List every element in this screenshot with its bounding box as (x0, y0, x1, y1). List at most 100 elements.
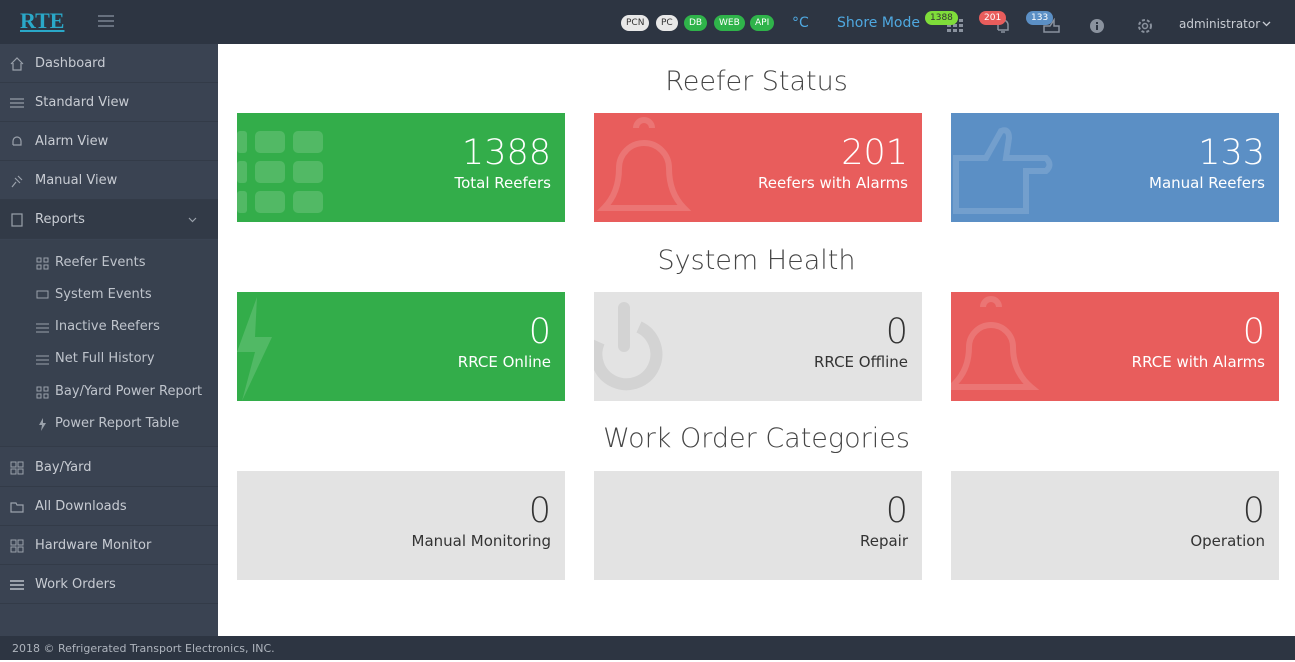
submenu-item[interactable]: System Events (0, 279, 218, 311)
nav-item[interactable]: Work Orders (0, 565, 218, 604)
card-label: Total Reefers (454, 174, 552, 192)
top-bar: RTE PCN PC DB WEB API °C Shore Mode 1388… (0, 0, 1295, 44)
nav-item[interactable]: Alarm View (0, 122, 218, 161)
nav-icon (39, 418, 46, 431)
card-value: 0 (885, 491, 908, 531)
stat-card[interactable]: 133 Manual Reefers (951, 113, 1279, 222)
status-pill: DB (684, 15, 708, 31)
nav-label: Hardware Monitor (35, 538, 152, 553)
submenu-label: System Events (55, 287, 152, 302)
card-icon (237, 131, 323, 213)
section-title: System Health (657, 245, 856, 276)
nav-item[interactable]: All Downloads (0, 487, 218, 526)
nav-icon (10, 57, 24, 71)
nav-label: All Downloads (35, 499, 127, 514)
card-label: Reefers with Alarms (757, 174, 908, 192)
stat-card[interactable]: 201 Reefers with Alarms (594, 113, 922, 222)
submenu-item[interactable]: Net Full History (0, 343, 218, 375)
section-title: Reefer Status (665, 66, 848, 97)
nav-label: Work Orders (35, 577, 116, 592)
card-icon (594, 302, 663, 391)
nav-item[interactable]: Manual View (0, 161, 218, 200)
card-icon (951, 296, 1040, 390)
stat-card[interactable]: 0 Repair (594, 471, 922, 580)
card-value: 0 (1242, 312, 1265, 352)
nav-icon (36, 355, 49, 365)
stat-card[interactable]: 0 Operation (951, 471, 1279, 580)
nav-label: Reports (35, 212, 85, 227)
submenu-label: Power Report Table (55, 416, 180, 431)
info-icon[interactable] (1089, 18, 1105, 34)
card-value: 0 (528, 312, 551, 352)
logo[interactable]: RTE (20, 8, 65, 33)
nav-icon (11, 213, 23, 227)
card-icon (953, 127, 1053, 214)
stat-card[interactable]: 0 RRCE Online (237, 292, 565, 401)
card-label: RRCE Offline (813, 353, 908, 371)
card-label: RRCE Online (457, 353, 551, 371)
submenu-label: Inactive Reefers (55, 319, 160, 334)
nav-icon (12, 136, 22, 146)
footer: 2018 © Refrigerated Transport Electronic… (0, 636, 1295, 660)
card-value: 133 (1198, 133, 1265, 173)
nav-item[interactable]: Hardware Monitor (0, 526, 218, 565)
status-pill: API (750, 15, 775, 31)
nav-icon (10, 502, 24, 513)
card-value: 0 (885, 312, 908, 352)
unit-toggle[interactable]: °C (792, 15, 809, 31)
submenu-item[interactable]: Inactive Reefers (0, 311, 218, 343)
nav-icon (36, 323, 49, 333)
settings-icon[interactable] (1136, 17, 1154, 35)
menu-toggle[interactable] (98, 15, 114, 27)
nav-item[interactable]: Dashboard (0, 44, 218, 83)
nav-icon (10, 98, 24, 108)
card-value: 201 (841, 133, 908, 173)
nav-icon (36, 386, 49, 399)
section-title: Work Order Categories (603, 423, 910, 454)
submenu-item[interactable]: Power Report Table (0, 408, 218, 440)
submenu-item[interactable]: Reefer Events (0, 247, 218, 279)
stat-card[interactable]: 1388 Total Reefers (237, 113, 565, 222)
nav-label: Manual View (35, 173, 118, 188)
submenu-label: Reefer Events (55, 255, 146, 270)
card-label: Manual Reefers (1149, 174, 1265, 192)
card-label: Manual Monitoring (411, 532, 552, 550)
stat-card[interactable]: 0 RRCE with Alarms (951, 292, 1279, 401)
submenu: Reefer Events System Events Inactive Ree… (0, 240, 218, 447)
submenu-label: Net Full History (55, 351, 155, 366)
nav-item[interactable]: Reports (0, 200, 218, 239)
stat-card[interactable]: 0 Manual Monitoring (237, 471, 565, 580)
status-pill: WEB (714, 15, 745, 31)
card-icon (237, 297, 272, 401)
alarms-badge: 201 (979, 11, 1007, 25)
nav-icon (10, 461, 24, 475)
submenu-label: Bay/Yard Power Report (55, 384, 203, 399)
status-pill: PC (656, 15, 678, 31)
nav-icon (36, 257, 49, 270)
user-menu[interactable]: administrator (1179, 17, 1261, 31)
nav-icon (36, 290, 49, 299)
nav-icon (10, 539, 24, 553)
card-value: 0 (1242, 491, 1265, 531)
stat-card[interactable]: 0 RRCE Offline (594, 292, 922, 401)
nav-label: Dashboard (35, 56, 106, 71)
manual-badge: 133 (1026, 11, 1054, 25)
nav-icon (11, 175, 23, 188)
card-label: Repair (859, 532, 908, 550)
card-value: 0 (528, 491, 551, 531)
nav-label: Standard View (35, 95, 130, 110)
user-caret[interactable] (1262, 21, 1271, 27)
nav-item[interactable]: Bay/Yard (0, 448, 218, 487)
mode-label: Shore Mode (837, 15, 920, 31)
card-label: RRCE with Alarms (1131, 353, 1265, 371)
nav-label: Alarm View (35, 134, 109, 149)
submenu-item[interactable]: Bay/Yard Power Report (0, 376, 218, 408)
sidebar: Dashboard Standard View Alarm View Manua… (0, 44, 218, 636)
reefers-badge: 1388 (925, 11, 958, 25)
nav-item[interactable]: Standard View (0, 83, 218, 122)
card-value: 1388 (461, 133, 551, 173)
manual-icon[interactable] (1042, 18, 1060, 34)
card-label: Operation (1190, 532, 1265, 550)
